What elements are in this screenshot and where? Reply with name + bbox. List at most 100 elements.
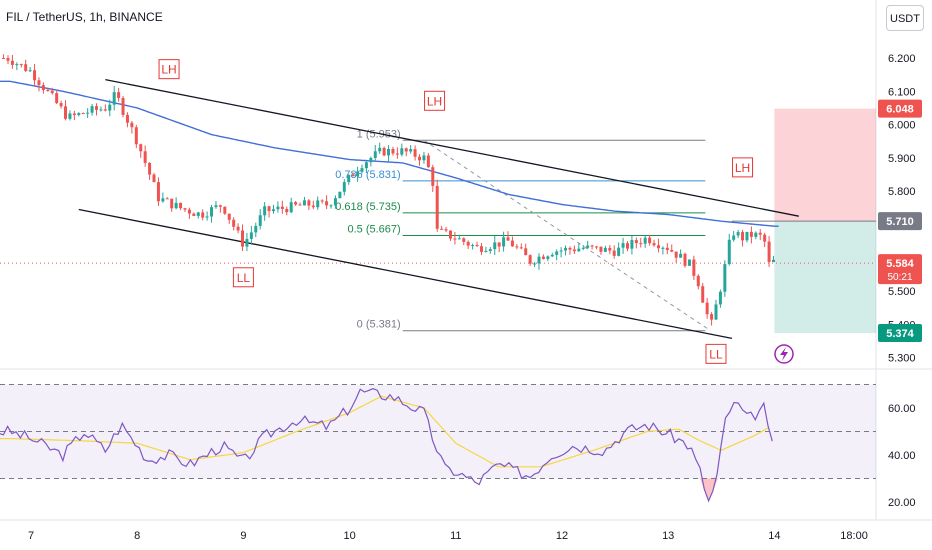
candle-body[interactable] bbox=[617, 247, 621, 256]
take-profit-zone[interactable] bbox=[774, 221, 876, 334]
candle-body[interactable] bbox=[404, 148, 408, 152]
candle-body[interactable] bbox=[249, 232, 253, 239]
candle-body[interactable] bbox=[758, 232, 762, 235]
candle-body[interactable] bbox=[502, 237, 506, 247]
candle-body[interactable] bbox=[99, 109, 103, 111]
candle-body[interactable] bbox=[2, 58, 6, 59]
candle-body[interactable] bbox=[108, 104, 112, 111]
candle-body[interactable] bbox=[550, 254, 554, 257]
candle-body[interactable] bbox=[347, 174, 351, 183]
candle-body[interactable] bbox=[568, 247, 572, 250]
candle-body[interactable] bbox=[254, 225, 258, 233]
candle-body[interactable] bbox=[643, 237, 647, 244]
candle-body[interactable] bbox=[183, 208, 187, 210]
candle-body[interactable] bbox=[378, 147, 382, 152]
candle-body[interactable] bbox=[435, 185, 439, 229]
candle-body[interactable] bbox=[683, 253, 687, 266]
candle-body[interactable] bbox=[493, 242, 497, 250]
candle-body[interactable] bbox=[232, 219, 236, 227]
candle-body[interactable] bbox=[24, 64, 28, 71]
candle-body[interactable] bbox=[497, 242, 501, 247]
candle-body[interactable] bbox=[205, 216, 209, 218]
candle-body[interactable] bbox=[280, 206, 284, 209]
candle-body[interactable] bbox=[444, 229, 448, 231]
structure-label-box[interactable] bbox=[232, 267, 254, 288]
candle-body[interactable] bbox=[302, 200, 306, 206]
candle-body[interactable] bbox=[772, 259, 776, 262]
candle-body[interactable] bbox=[271, 209, 275, 212]
candle-body[interactable] bbox=[201, 212, 205, 218]
candle-body[interactable] bbox=[289, 202, 293, 213]
candle-body[interactable] bbox=[227, 213, 231, 220]
candle-body[interactable] bbox=[179, 202, 183, 209]
candle-body[interactable] bbox=[612, 250, 616, 256]
candle-body[interactable] bbox=[143, 151, 147, 163]
candle-body[interactable] bbox=[590, 245, 594, 247]
candle-body[interactable] bbox=[161, 198, 165, 202]
candle-body[interactable] bbox=[608, 247, 612, 251]
candle-body[interactable] bbox=[471, 245, 475, 247]
candle-body[interactable] bbox=[356, 171, 360, 177]
candle-body[interactable] bbox=[457, 238, 461, 240]
candle-body[interactable] bbox=[320, 200, 324, 202]
candle-body[interactable] bbox=[342, 182, 346, 192]
candle-body[interactable] bbox=[665, 247, 669, 250]
candle-body[interactable] bbox=[426, 155, 430, 168]
candle-body[interactable] bbox=[736, 232, 740, 236]
candle-body[interactable] bbox=[236, 226, 240, 231]
candle-body[interactable] bbox=[325, 201, 329, 206]
candle-body[interactable] bbox=[718, 291, 722, 305]
candle-body[interactable] bbox=[134, 127, 138, 145]
candle-body[interactable] bbox=[121, 97, 125, 115]
candle-body[interactable] bbox=[139, 144, 143, 152]
candle-body[interactable] bbox=[754, 232, 758, 237]
candle-body[interactable] bbox=[64, 106, 68, 119]
candle-body[interactable] bbox=[431, 167, 435, 186]
candle-body[interactable] bbox=[112, 92, 116, 105]
lightning-alert-icon[interactable] bbox=[774, 344, 794, 364]
candle-body[interactable] bbox=[210, 207, 214, 217]
candle-body[interactable] bbox=[241, 230, 245, 247]
candle-body[interactable] bbox=[81, 113, 85, 115]
candle-body[interactable] bbox=[117, 92, 121, 98]
candle-body[interactable] bbox=[360, 168, 364, 172]
candle-body[interactable] bbox=[19, 64, 23, 66]
candle-body[interactable] bbox=[763, 234, 767, 242]
candle-body[interactable] bbox=[373, 151, 377, 158]
candle-body[interactable] bbox=[559, 250, 563, 252]
candle-body[interactable] bbox=[329, 205, 333, 207]
candle-body[interactable] bbox=[749, 231, 753, 237]
candle-body[interactable] bbox=[152, 174, 156, 183]
candle-body[interactable] bbox=[537, 256, 541, 264]
candle-body[interactable] bbox=[369, 157, 373, 163]
candle-body[interactable] bbox=[528, 255, 532, 264]
candle-body[interactable] bbox=[55, 93, 59, 104]
candle-body[interactable] bbox=[488, 249, 492, 251]
candle-body[interactable] bbox=[634, 240, 638, 244]
candle-body[interactable] bbox=[311, 205, 315, 208]
candle-body[interactable] bbox=[298, 204, 302, 206]
candle-body[interactable] bbox=[130, 122, 134, 128]
candle-body[interactable] bbox=[33, 70, 37, 81]
candle-body[interactable] bbox=[192, 213, 196, 216]
candle-body[interactable] bbox=[294, 202, 298, 205]
candle-body[interactable] bbox=[630, 240, 634, 249]
candle-body[interactable] bbox=[196, 212, 200, 216]
candle-body[interactable] bbox=[515, 246, 519, 248]
candle-body[interactable] bbox=[148, 162, 152, 175]
candle-body[interactable] bbox=[701, 286, 705, 303]
candle-body[interactable] bbox=[723, 264, 727, 292]
candle-body[interactable] bbox=[599, 246, 603, 252]
candle-body[interactable] bbox=[524, 248, 528, 256]
candle-body[interactable] bbox=[670, 249, 674, 252]
candle-body[interactable] bbox=[413, 149, 417, 157]
candle-body[interactable] bbox=[648, 237, 652, 244]
structure-label-box[interactable] bbox=[158, 59, 180, 80]
fib-trend-line[interactable] bbox=[423, 139, 711, 332]
candle-body[interactable] bbox=[564, 247, 568, 251]
candle-body[interactable] bbox=[462, 238, 466, 242]
candle-body[interactable] bbox=[674, 251, 678, 258]
candle-body[interactable] bbox=[218, 205, 222, 207]
candle-body[interactable] bbox=[506, 237, 510, 241]
candle-body[interactable] bbox=[307, 200, 311, 206]
